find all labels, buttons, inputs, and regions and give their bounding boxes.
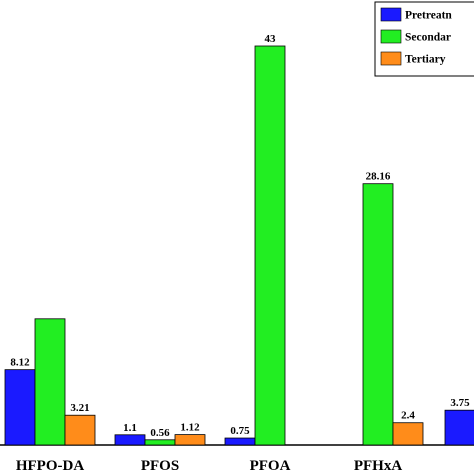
bars (4, 45, 474, 446)
data-label-pfhxa-tertiary: 2.4 (401, 410, 415, 422)
legend-label-pretreatment: Pretreatn (405, 10, 452, 22)
legend-label-secondary: Secondar (405, 32, 451, 44)
legend-label-tertiary: Tertiary (405, 54, 446, 66)
x-tick-label-pfos: PFOS (141, 458, 179, 474)
data-label-hfpo-da-pretreatment: 8.12 (10, 357, 30, 369)
data-label-hfpo-da-tertiary: 3.21 (70, 402, 89, 414)
x-tick-label-hfpo-da: HFPO-DA (16, 458, 84, 474)
bar-hfpo-da-tertiary (64, 414, 96, 446)
data-label-pfoa-secondary: 43 (265, 33, 277, 45)
data-label-pfos-secondary: 0.56 (150, 427, 170, 439)
bar-pfhxa-tertiary (392, 422, 424, 446)
bar-pfoa-pretreatment (224, 437, 256, 446)
bar-pfos-tertiary (174, 434, 206, 446)
bar-pfoa-secondary (254, 45, 286, 446)
data-label-pfhpa-pretreatment: 3.75 (450, 397, 470, 409)
bar-pfhpa-pretreatment (444, 409, 474, 446)
legend-swatch-secondary (380, 29, 402, 44)
bar-hfpo-da-pretreatment (4, 369, 36, 446)
bar-hfpo-da-secondary (34, 318, 66, 446)
data-label-pfhxa-secondary: 28.16 (366, 171, 391, 183)
legend: Pretreatn Secondar Tertiary (374, 1, 474, 77)
bar-pfos-pretreatment (114, 434, 146, 446)
data-labels: 8.12 3.21 1.1 0.56 1.12 0.75 43 28.16 2.4 3.75 (10, 33, 470, 439)
x-tick-label-pfoa: PFOA (250, 458, 291, 474)
x-tick-label-pfhxa: PFHxA (354, 458, 402, 474)
data-label-pfos-pretreatment: 1.1 (123, 422, 137, 434)
data-label-pfos-tertiary: 1.12 (180, 422, 200, 434)
data-label-pfoa-pretreatment: 0.75 (230, 425, 250, 437)
legend-swatch-tertiary (380, 51, 402, 66)
bar-pfos-secondary (144, 439, 176, 446)
legend-swatch-pretreatment (380, 7, 402, 22)
bar-pfhxa-secondary (362, 183, 394, 446)
